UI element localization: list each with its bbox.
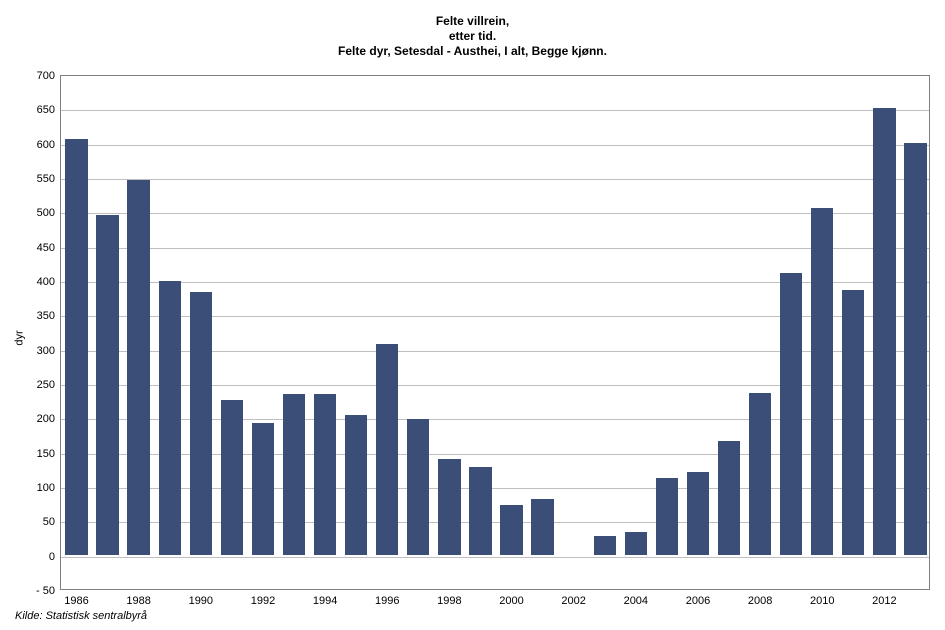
- gridline: [61, 557, 929, 558]
- bar: [252, 423, 274, 555]
- bar: [221, 400, 243, 555]
- chart-title: Felte villrein, etter tid. Felte dyr, Se…: [0, 14, 945, 59]
- y-tick-label: 550: [37, 173, 61, 185]
- y-tick-label: 300: [37, 345, 61, 357]
- bar: [345, 415, 367, 554]
- title-line-1: Felte villrein,: [0, 14, 945, 29]
- bar: [718, 441, 740, 555]
- y-tick-label: 0: [49, 551, 61, 563]
- y-tick-label: 650: [37, 104, 61, 116]
- y-tick-label: 400: [37, 276, 61, 288]
- bar: [780, 273, 802, 555]
- bar: [500, 505, 522, 554]
- gridline: [61, 110, 929, 111]
- y-tick-label: 700: [37, 70, 61, 82]
- x-tick-label: 1998: [437, 589, 461, 607]
- bar: [127, 180, 149, 554]
- x-tick-label: 2008: [748, 589, 772, 607]
- bar: [469, 467, 491, 554]
- gridline: [61, 248, 929, 249]
- bar: [283, 394, 305, 555]
- y-tick-label: 100: [37, 482, 61, 494]
- x-tick-label: 1994: [313, 589, 337, 607]
- bar: [873, 108, 895, 554]
- y-tick-label: 250: [37, 379, 61, 391]
- gridline: [61, 145, 929, 146]
- x-tick-label: 2000: [499, 589, 523, 607]
- bar: [531, 499, 553, 555]
- chart-container: Felte villrein, etter tid. Felte dyr, Se…: [0, 0, 945, 630]
- x-tick-label: 2012: [872, 589, 896, 607]
- y-tick-label: 500: [37, 207, 61, 219]
- bar: [656, 478, 678, 555]
- y-tick-label: 600: [37, 139, 61, 151]
- bar: [376, 344, 398, 555]
- gridline: [61, 213, 929, 214]
- y-tick-label: 350: [37, 310, 61, 322]
- y-tick-label: 200: [37, 413, 61, 425]
- x-tick-label: 2004: [624, 589, 648, 607]
- plot-area: - 50050100150200250300350400450500550600…: [60, 75, 930, 590]
- gridline: [61, 179, 929, 180]
- x-tick-label: 1988: [126, 589, 150, 607]
- bar: [190, 292, 212, 555]
- y-tick-label: 50: [43, 516, 61, 528]
- bar: [842, 290, 864, 554]
- y-tick-label: 150: [37, 448, 61, 460]
- bar: [438, 459, 460, 554]
- bar: [594, 536, 616, 555]
- x-tick-label: 2006: [686, 589, 710, 607]
- x-tick-label: 2002: [561, 589, 585, 607]
- x-tick-label: 1986: [64, 589, 88, 607]
- x-tick-label: 1990: [189, 589, 213, 607]
- title-line-3: Felte dyr, Setesdal - Austhei, I alt, Be…: [0, 44, 945, 59]
- bar: [65, 139, 87, 554]
- x-tick-label: 1996: [375, 589, 399, 607]
- bar: [904, 143, 926, 555]
- source-text: Kilde: Statistisk sentralbyrå: [15, 610, 147, 622]
- y-tick-label: - 50: [36, 585, 61, 597]
- x-tick-label: 1992: [251, 589, 275, 607]
- bar: [159, 281, 181, 554]
- bar: [96, 215, 118, 555]
- bar: [687, 472, 709, 555]
- bar: [314, 394, 336, 555]
- bar: [625, 532, 647, 555]
- bar: [811, 208, 833, 555]
- bar: [407, 419, 429, 554]
- title-line-2: etter tid.: [0, 29, 945, 44]
- bar: [749, 393, 771, 554]
- y-axis-title: dyr: [14, 330, 26, 345]
- y-tick-label: 450: [37, 242, 61, 254]
- x-tick-label: 2010: [810, 589, 834, 607]
